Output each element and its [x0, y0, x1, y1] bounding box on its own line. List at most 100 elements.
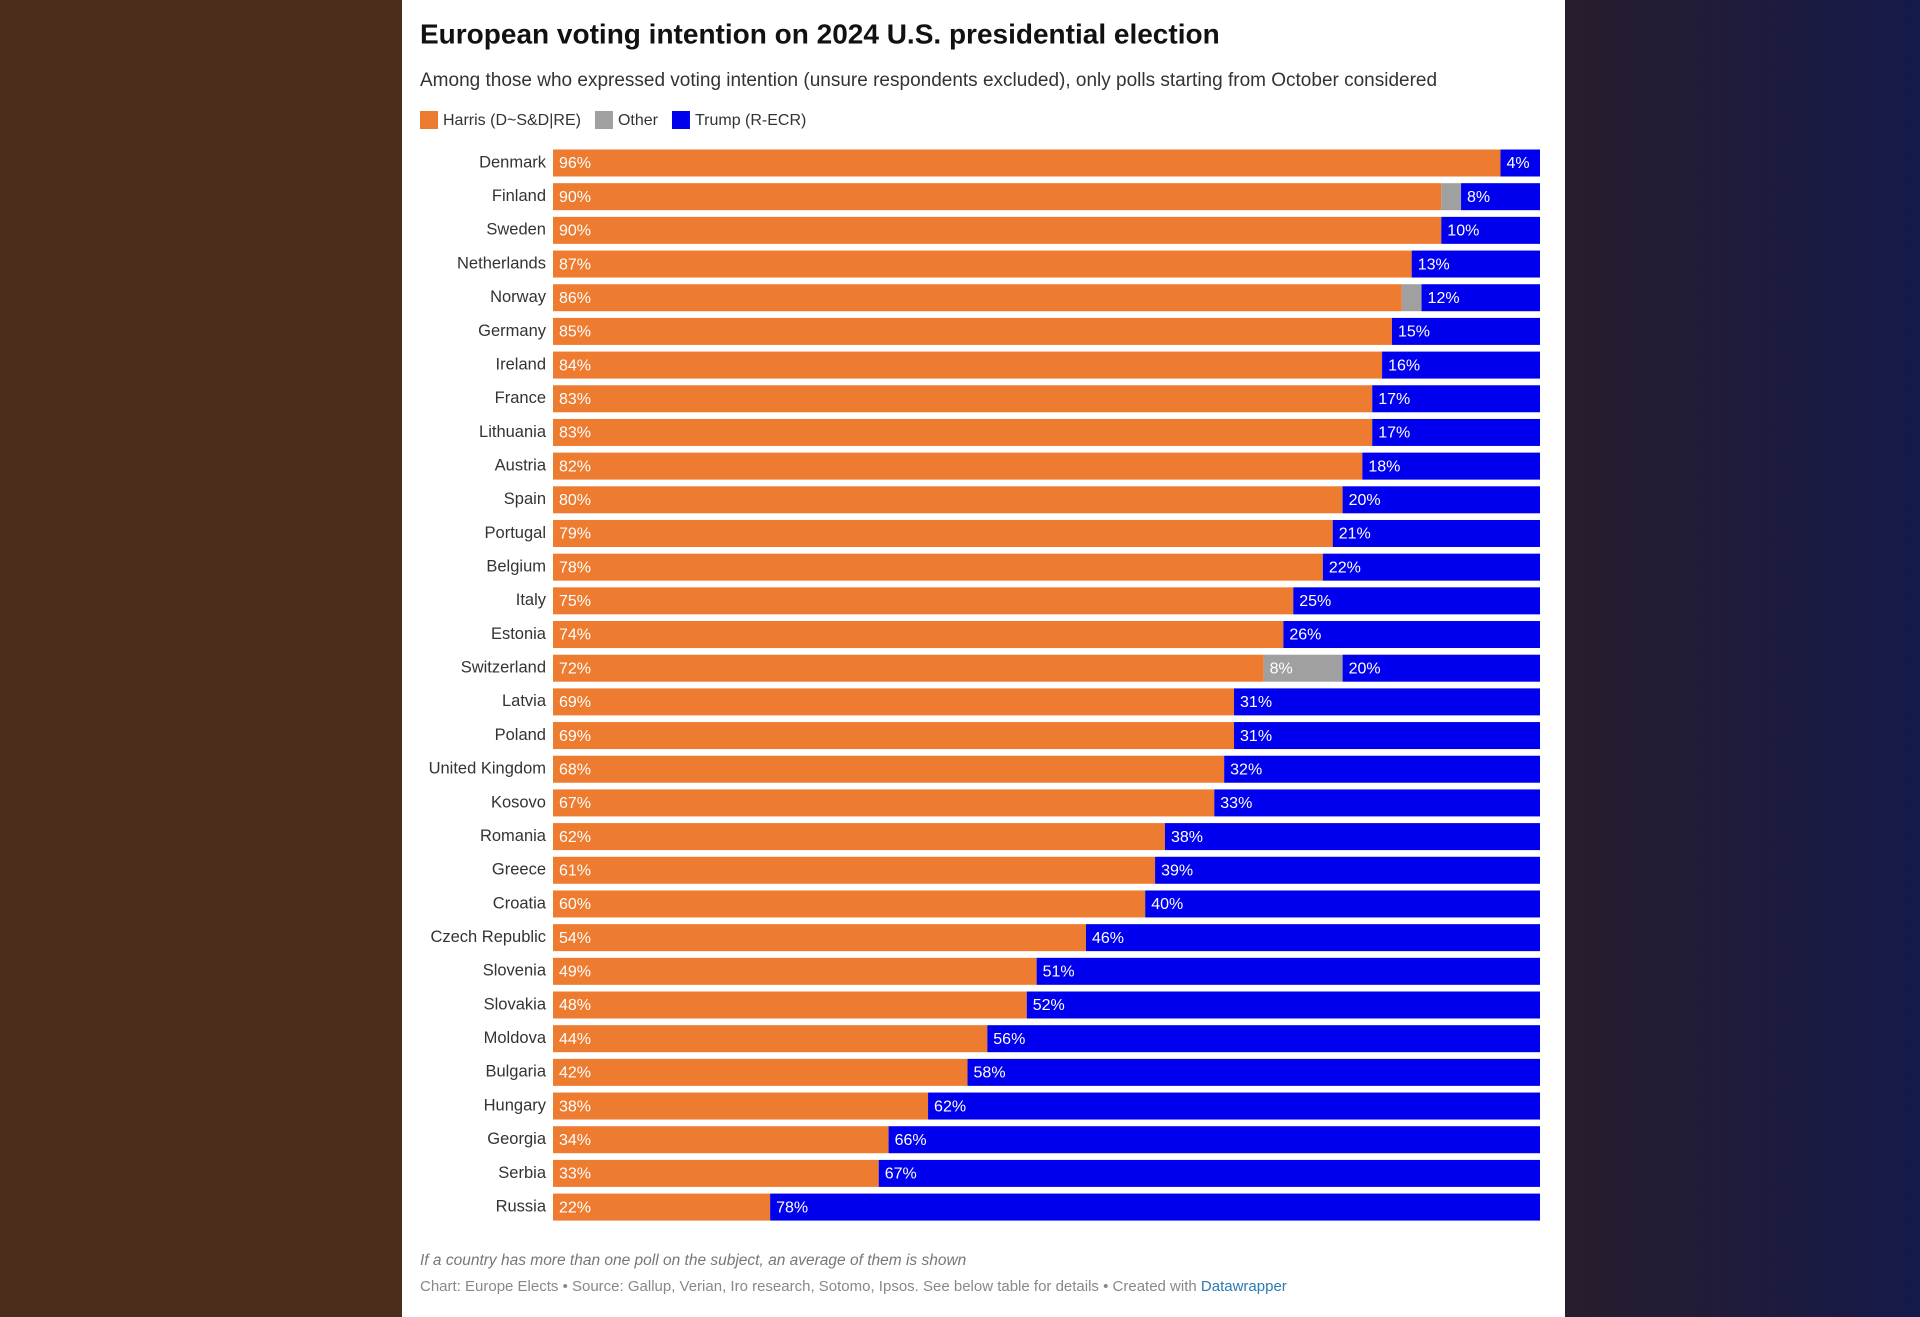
category-label: Portugal	[485, 524, 546, 542]
bar-segment	[553, 284, 1402, 312]
value-label: 80%	[559, 492, 591, 509]
value-label: 78%	[559, 559, 591, 576]
value-label: 26%	[1289, 627, 1321, 644]
legend-swatch	[420, 111, 438, 129]
bar-segment	[1382, 351, 1540, 379]
bar-segment	[1293, 587, 1540, 615]
value-label: 54%	[559, 930, 591, 947]
bar-segment	[1342, 486, 1540, 514]
value-label: 58%	[974, 1065, 1006, 1082]
bar-segment	[553, 722, 1235, 750]
category-label: Ireland	[496, 355, 546, 373]
value-label: 38%	[559, 1098, 591, 1115]
value-label: 78%	[776, 1199, 808, 1216]
value-label: 48%	[559, 997, 591, 1014]
bar-segment	[553, 755, 1225, 783]
bar-segment	[1145, 890, 1540, 918]
value-label: 69%	[559, 694, 591, 711]
bar-segment	[967, 1058, 1540, 1086]
source-text: Chart: Europe Elects • Source: Gallup, V…	[420, 1278, 1197, 1295]
bar-segment	[553, 1159, 879, 1187]
bar-segment	[1234, 722, 1540, 750]
bar-segment	[553, 621, 1284, 649]
chart-subtitle: Among those who expressed voting intenti…	[420, 70, 1437, 91]
category-label: Russia	[496, 1197, 547, 1215]
bar-segment	[553, 216, 1442, 244]
category-label: Georgia	[487, 1130, 547, 1148]
category-label: Latvia	[502, 692, 547, 710]
category-label: Moldova	[484, 1029, 547, 1047]
bar-segment	[553, 823, 1165, 851]
bar-segment	[1441, 216, 1540, 244]
value-label: 42%	[559, 1065, 591, 1082]
value-label: 69%	[559, 728, 591, 745]
value-label: 38%	[1171, 829, 1203, 846]
category-label: Estonia	[491, 625, 547, 643]
value-label: 20%	[1349, 492, 1381, 509]
value-label: 18%	[1368, 458, 1400, 475]
value-label: 17%	[1378, 391, 1410, 408]
category-label: Germany	[478, 322, 547, 340]
value-label: 67%	[885, 1166, 917, 1183]
bar-segment	[553, 789, 1215, 817]
value-label: 75%	[559, 593, 591, 610]
bar-segment	[1461, 183, 1540, 211]
value-label: 67%	[559, 795, 591, 812]
category-label: Belgium	[486, 558, 546, 576]
bar-segment	[553, 553, 1323, 581]
value-label: 62%	[559, 829, 591, 846]
category-label: Romania	[480, 827, 547, 845]
value-label: 52%	[1033, 997, 1065, 1014]
value-label: 51%	[1043, 964, 1075, 981]
value-label: 33%	[559, 1166, 591, 1183]
value-label: 34%	[559, 1132, 591, 1149]
value-label: 46%	[1092, 930, 1124, 947]
bar-segment	[987, 1025, 1540, 1053]
value-label: 90%	[559, 223, 591, 240]
bar-segment	[553, 654, 1264, 682]
category-label: Greece	[492, 861, 546, 879]
value-label: 31%	[1240, 694, 1272, 711]
bar-segment	[1283, 621, 1540, 649]
value-label: 13%	[1418, 256, 1450, 273]
category-label: Austria	[495, 456, 547, 474]
bar-segment	[553, 587, 1294, 615]
bar-segment	[1441, 183, 1462, 211]
bar-segment	[1234, 688, 1540, 716]
value-label: 90%	[559, 189, 591, 206]
bar-segment	[553, 250, 1412, 278]
category-label: Slovenia	[483, 962, 547, 980]
category-label: Norway	[490, 288, 547, 306]
value-label: 44%	[559, 1031, 591, 1048]
value-label: 60%	[559, 896, 591, 913]
category-label: Lithuania	[479, 423, 547, 441]
category-label: France	[495, 389, 546, 407]
value-label: 10%	[1447, 223, 1479, 240]
value-label: 21%	[1339, 526, 1371, 543]
chart: European voting intention on 2024 U.S. p…	[420, 18, 1540, 1295]
bar-segment	[553, 183, 1442, 211]
value-label: 33%	[1220, 795, 1252, 812]
source-link[interactable]: Datawrapper	[1201, 1278, 1287, 1295]
category-label: Hungary	[484, 1096, 547, 1114]
value-label: 16%	[1388, 357, 1420, 374]
category-label: Bulgaria	[485, 1063, 546, 1081]
value-label: 4%	[1507, 155, 1530, 172]
value-label: 17%	[1378, 425, 1410, 442]
bar-segment	[553, 856, 1156, 884]
value-label: 68%	[559, 761, 591, 778]
value-label: 8%	[1270, 660, 1293, 677]
value-label: 66%	[895, 1132, 927, 1149]
note: If a country has more than one poll on t…	[420, 1252, 966, 1269]
bar-segment	[553, 1126, 889, 1154]
bar-segment	[553, 1058, 968, 1086]
bar-segment	[553, 385, 1373, 413]
category-label: Czech Republic	[430, 928, 546, 946]
value-label: 32%	[1230, 761, 1262, 778]
bar-segment	[553, 452, 1363, 480]
category-label: Slovakia	[484, 995, 547, 1013]
bar-segment	[553, 924, 1086, 952]
value-label: 15%	[1398, 324, 1430, 341]
bar-segment	[770, 1193, 1540, 1221]
category-label: Croatia	[493, 894, 547, 912]
